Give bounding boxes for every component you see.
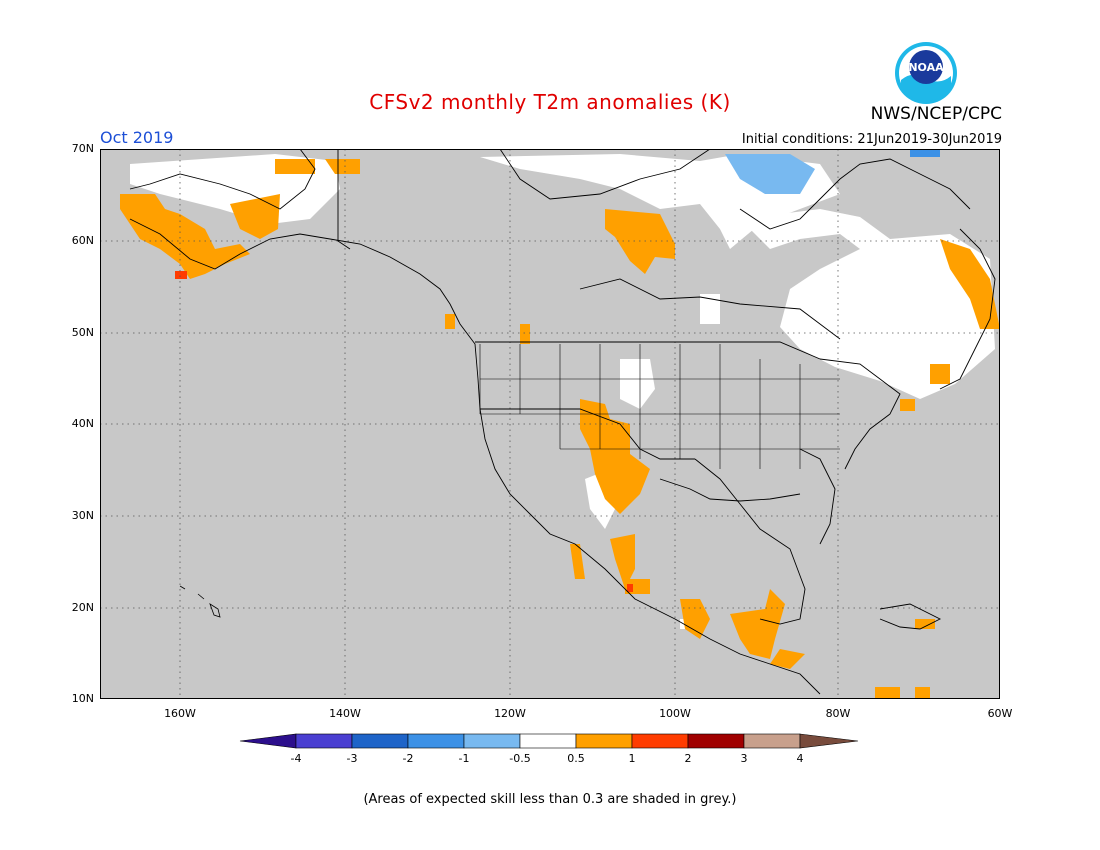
colorbar-tick: -3 — [346, 752, 358, 765]
logo-text: NOAA — [908, 61, 944, 74]
lat-label-30n: 30N — [71, 509, 94, 522]
coastlines — [129, 149, 996, 695]
graticule — [100, 149, 1000, 699]
hawaii-islands — [179, 585, 221, 618]
lat-label-40n: 40N — [71, 417, 94, 430]
colorbar-tick: 4 — [796, 752, 804, 765]
initial-conditions: Initial conditions: 21Jun2019-30Jun2019 — [741, 132, 1002, 147]
colorbar-low-arrow — [239, 733, 297, 749]
colorbar-tick: -1 — [458, 752, 470, 765]
state-borders — [479, 344, 840, 469]
agency-label: NWS/NCEP/CPC — [870, 104, 1002, 124]
colorbar-high-arrow — [799, 733, 859, 749]
lat-label-20n: 20N — [71, 601, 94, 614]
lat-label-50n: 50N — [71, 326, 94, 339]
colorbar-tick: 1 — [628, 752, 636, 765]
colorbar-tick: 2 — [684, 752, 692, 765]
colorbar-tick: 3 — [740, 752, 748, 765]
lon-label-160w: 160W — [164, 707, 196, 720]
colorbar-tick: -4 — [290, 752, 302, 765]
lon-label-80w: 80W — [825, 707, 851, 720]
lon-label-140w: 140W — [329, 707, 361, 720]
colorbar-tick: 0.5 — [567, 752, 585, 765]
lon-label-60w: 60W — [987, 707, 1013, 720]
target-month: Oct 2019 — [100, 128, 174, 147]
lon-label-100w: 100W — [659, 707, 691, 720]
skill-note: (Areas of expected skill less than 0.3 a… — [363, 792, 737, 807]
map-panel — [100, 149, 1000, 699]
colorbar-tick: -0.5 — [509, 752, 531, 765]
noaa-logo: NOAA — [895, 42, 957, 104]
lat-label-60n: 60N — [71, 234, 94, 247]
lat-label-10n: 10N — [71, 692, 94, 705]
below-normal-anomaly-regions — [725, 154, 815, 194]
colorbar-tick: -2 — [402, 752, 414, 765]
map-title: CFSv2 monthly T2m anomalies (K) — [369, 90, 731, 114]
warm-anomaly-spots — [175, 271, 633, 592]
below-normal-dark-regions — [910, 149, 940, 157]
colorbar — [239, 733, 859, 749]
lon-label-120w: 120W — [494, 707, 526, 720]
lat-label-70n: 70N — [71, 142, 94, 155]
